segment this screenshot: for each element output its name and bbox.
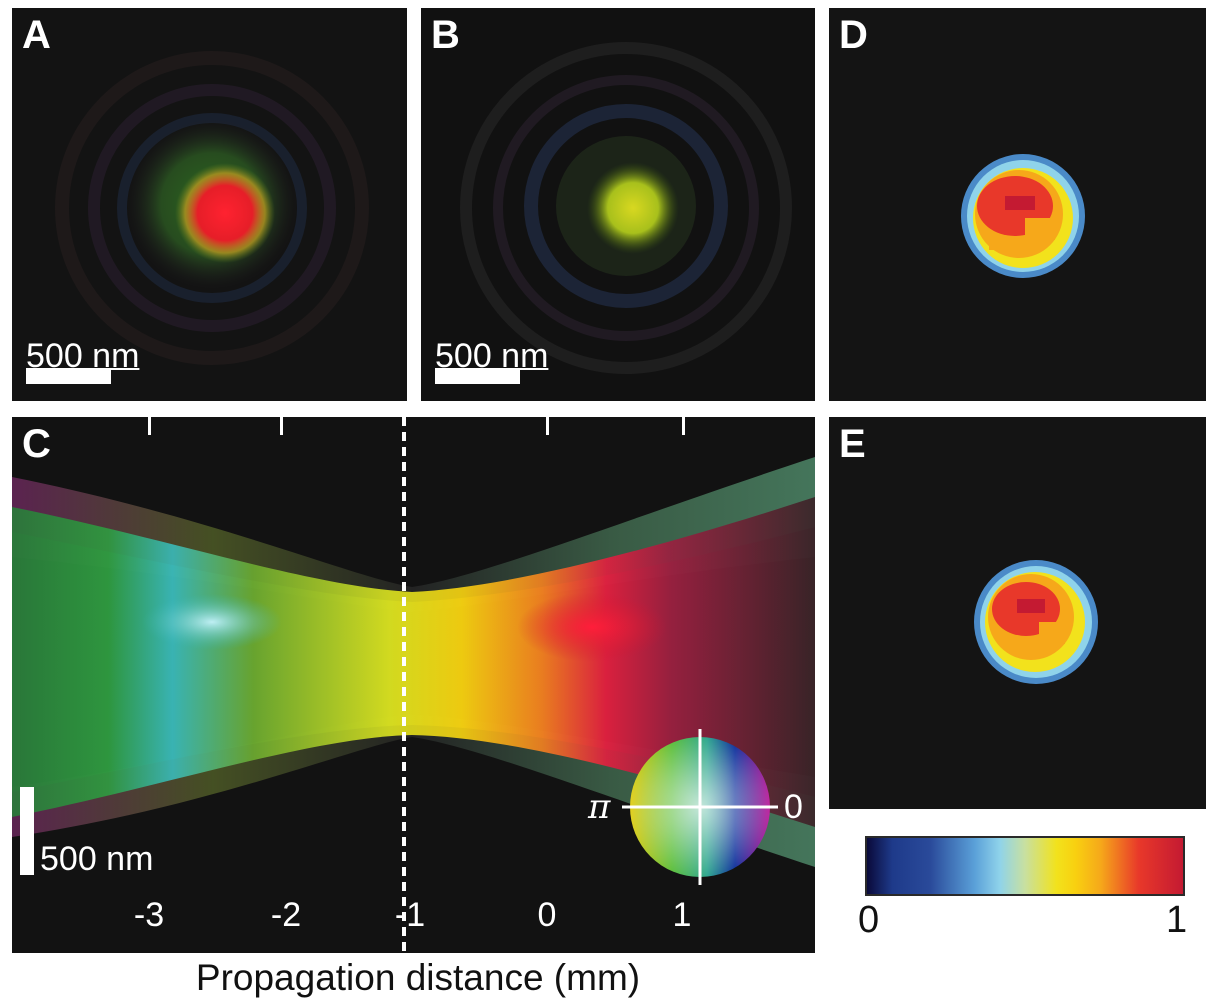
scale-bar — [435, 370, 520, 384]
panel-d: D — [829, 8, 1206, 401]
x-tick-label: -1 — [394, 896, 426, 934]
scale-bar — [26, 370, 111, 384]
top-tick — [682, 417, 685, 435]
colorbar-max-label: 1 — [1166, 899, 1188, 941]
panel-b: B 500 nm — [421, 8, 815, 401]
scale-bar-label: 500 nm — [26, 337, 140, 375]
panel-c-propagation-image — [12, 417, 815, 953]
scale-bar-label: 500 nm — [435, 337, 549, 375]
x-tick-label: 1 — [672, 896, 692, 934]
scale-bar-label: 500 nm — [40, 840, 154, 878]
top-tick — [546, 417, 549, 435]
x-tick-label: -3 — [133, 896, 165, 934]
top-tick — [280, 417, 283, 435]
panel-letter: D — [839, 13, 868, 57]
panel-letter: B — [431, 13, 460, 57]
x-tick-label: 0 — [537, 896, 557, 934]
colorbar-min-label: 0 — [858, 899, 880, 941]
panel-e-heatmap — [974, 560, 1098, 684]
panel-a: A 500 nm — [12, 8, 407, 401]
scale-bar-vertical — [20, 787, 34, 875]
panel-d-heatmap — [961, 154, 1085, 278]
panel-c: C 500 nm -3 -2 -1 0 1 π 0 — [12, 417, 815, 953]
top-tick — [148, 417, 151, 435]
panel-b-image — [460, 42, 792, 374]
panel-a-image — [55, 51, 369, 365]
x-axis-label: Propagation distance (mm) — [195, 957, 641, 998]
panel-letter: C — [22, 422, 51, 466]
x-tick-label: -2 — [270, 896, 302, 934]
panel-letter: A — [22, 13, 51, 57]
panel-e: E — [829, 417, 1206, 809]
colorbar — [865, 836, 1185, 896]
phase-wheel-label-zero: 0 — [784, 788, 803, 826]
phase-wheel-label-pi: π — [588, 787, 611, 827]
panel-letter: E — [839, 422, 866, 466]
